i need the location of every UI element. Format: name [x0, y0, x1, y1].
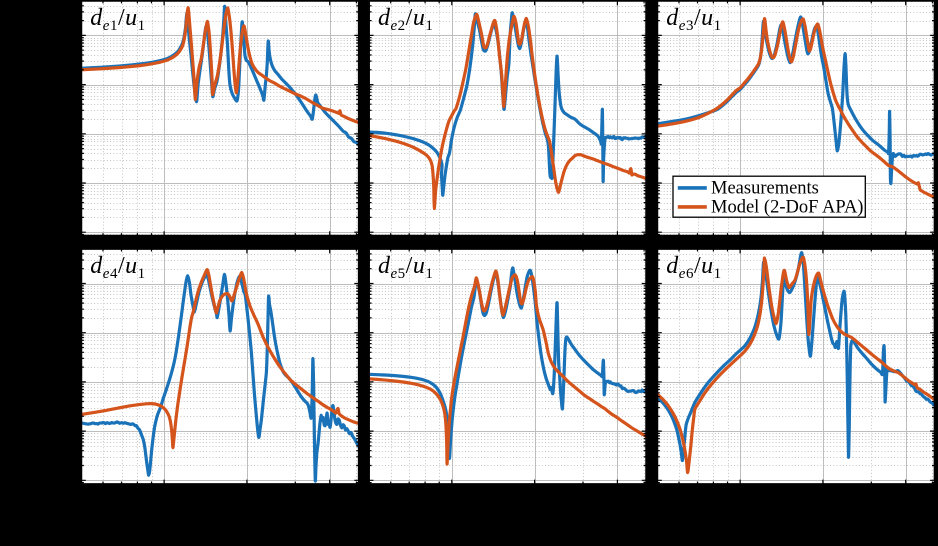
svg-text:de5/u1: de5/u1 [378, 253, 433, 282]
svg-text:Measurements: Measurements [711, 178, 819, 198]
svg-text:de2/u1: de2/u1 [378, 5, 433, 34]
svg-text:Model (2-DoF APA): Model (2-DoF APA) [711, 197, 863, 217]
svg-text:de6/u1: de6/u1 [666, 253, 721, 282]
svg-text:de1/u1: de1/u1 [90, 5, 145, 34]
svg-text:de4/u1: de4/u1 [90, 253, 145, 282]
svg-text:de3/u1: de3/u1 [666, 5, 721, 34]
